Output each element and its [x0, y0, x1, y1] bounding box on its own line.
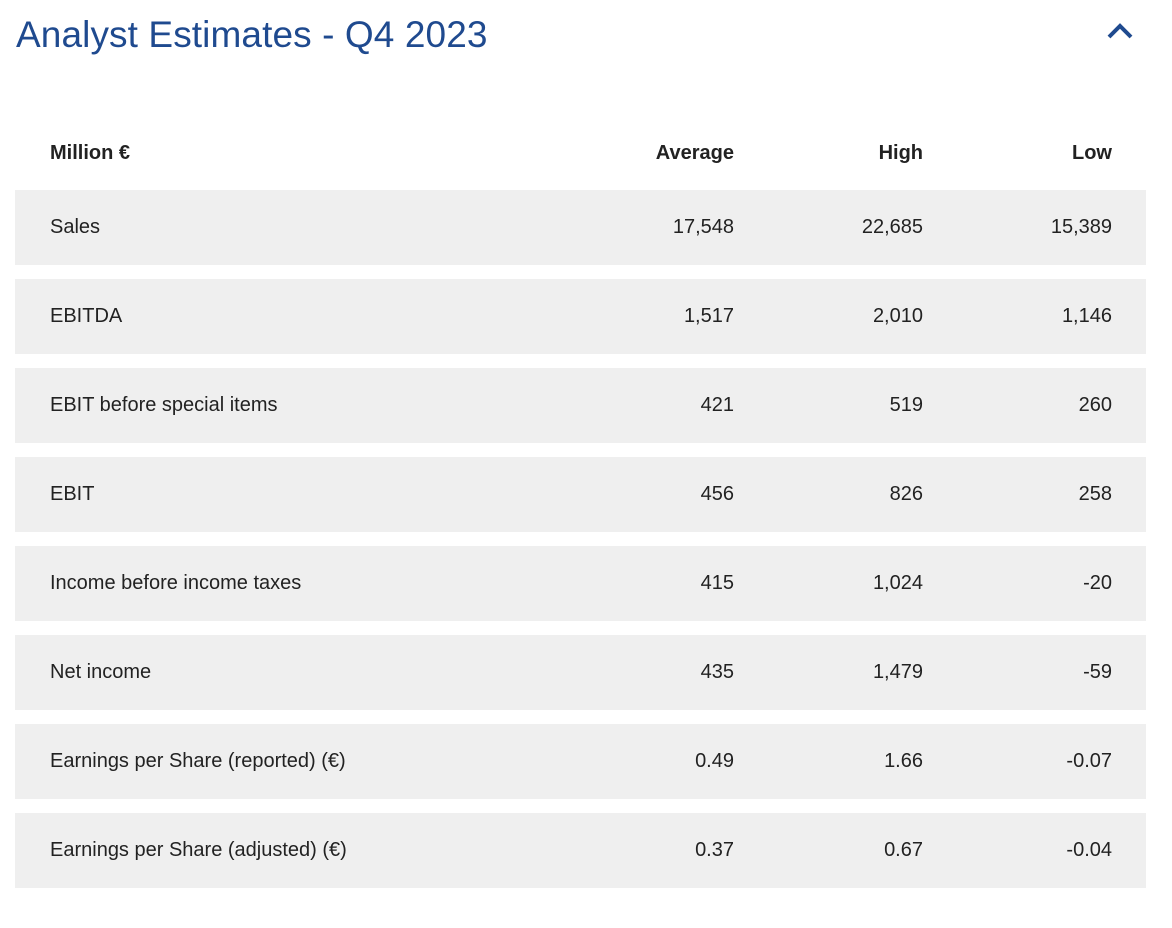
- cell-low: 258: [1078, 483, 1112, 505]
- cell-average: 415: [700, 572, 734, 594]
- estimates-table: Million € Average High Low Sales 17,548 …: [15, 116, 1146, 902]
- cell-high: 1,479: [872, 661, 923, 683]
- cell-high: 22,685: [861, 216, 923, 238]
- row-label: Earnings per Share (reported) (€): [50, 750, 346, 772]
- cell-low: -0.07: [1066, 750, 1112, 772]
- row-label: Sales: [50, 216, 101, 238]
- table-row: EBIT before special items 421 519 260: [15, 368, 1146, 443]
- column-header-average: Average: [655, 141, 734, 164]
- section-header: Analyst Estimates - Q4 2023: [0, 0, 1172, 72]
- table-row: Net income 435 1,479 -59: [15, 635, 1146, 710]
- cell-average: 421: [700, 394, 734, 416]
- row-label: Income before income taxes: [50, 572, 302, 594]
- chevron-up-icon: [1100, 14, 1140, 48]
- cell-high: 2,010: [872, 305, 923, 327]
- cell-high: 519: [889, 394, 923, 416]
- cell-high: 1.66: [884, 750, 923, 772]
- table-row: Earnings per Share (adjusted) (€) 0.37 0…: [15, 813, 1146, 888]
- table-row: EBITDA 1,517 2,010 1,146: [15, 279, 1146, 354]
- row-label: EBIT before special items: [50, 394, 278, 416]
- cell-average: 1,517: [683, 305, 734, 327]
- section-title: Analyst Estimates - Q4 2023: [16, 14, 488, 55]
- table-row: Sales 17,548 22,685 15,389: [15, 190, 1146, 265]
- collapse-button[interactable]: [1100, 14, 1140, 48]
- table-header-row: Million € Average High Low: [15, 116, 1146, 190]
- table-row: Income before income taxes 415 1,024 -20: [15, 546, 1146, 621]
- table-row: Earnings per Share (reported) (€) 0.49 1…: [15, 724, 1146, 799]
- row-label: Earnings per Share (adjusted) (€): [50, 839, 347, 861]
- cell-low: -20: [1083, 572, 1112, 594]
- cell-average: 456: [700, 483, 734, 505]
- table-row: EBIT 456 826 258: [15, 457, 1146, 532]
- cell-average: 17,548: [672, 216, 734, 238]
- row-label: EBITDA: [50, 305, 123, 327]
- cell-high: 0.67: [884, 839, 923, 861]
- cell-low: 15,389: [1050, 216, 1112, 238]
- cell-average: 0.37: [695, 839, 734, 861]
- cell-low: -59: [1083, 661, 1112, 683]
- cell-average: 0.49: [695, 750, 734, 772]
- cell-low: 1,146: [1061, 305, 1112, 327]
- cell-low: -0.04: [1066, 839, 1112, 861]
- cell-high: 826: [889, 483, 923, 505]
- column-header-million-eur: Million €: [50, 141, 130, 164]
- cell-high: 1,024: [872, 572, 923, 594]
- column-header-low: Low: [1072, 141, 1112, 164]
- column-header-high: High: [878, 141, 923, 164]
- row-label: EBIT: [50, 483, 95, 505]
- cell-low: 260: [1078, 394, 1112, 416]
- cell-average: 435: [700, 661, 734, 683]
- row-label: Net income: [50, 661, 152, 683]
